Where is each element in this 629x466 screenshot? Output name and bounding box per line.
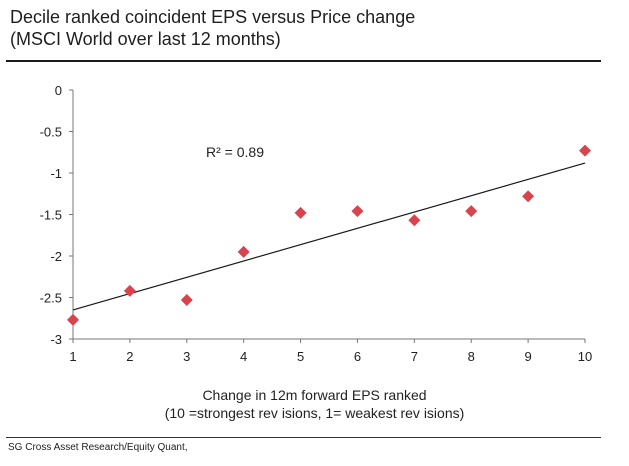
x-tick-label: 6 (354, 349, 361, 364)
data-point (180, 293, 193, 306)
data-point (465, 205, 478, 218)
data-points (67, 144, 591, 326)
x-tick-label: 10 (578, 349, 592, 364)
chart-title-line-1: Decile ranked coincident EPS versus Pric… (10, 7, 416, 27)
y-tick-label: -0.5 (40, 125, 62, 140)
x-tick-label: 9 (524, 349, 531, 364)
y-tick-label: 0 (55, 83, 62, 98)
source-note: SG Cross Asset Research/Equity Quant, (8, 442, 188, 453)
data-point (123, 284, 136, 297)
x-tick-label: 8 (468, 349, 475, 364)
x-tick-label: 7 (411, 349, 418, 364)
y-tick-label: -3 (50, 332, 62, 347)
chart-title-line-2: (MSCI World over last 12 months) (10, 29, 281, 49)
source-divider (6, 437, 601, 438)
chart-title: Decile ranked coincident EPS versus Pric… (10, 6, 415, 50)
data-point (237, 245, 250, 258)
data-point (351, 205, 364, 218)
r-squared-annotation: R² = 0.89 (206, 144, 264, 160)
y-tick-label: -1.5 (40, 208, 62, 223)
x-axis-ticks: 1 2 3 4 5 6 7 8 9 10 (69, 339, 592, 364)
y-axis-ticks: 0 -0.5 -1 -1.5 -2 -2.5 -3 (40, 83, 73, 347)
x-tick-label: 3 (183, 349, 190, 364)
x-axis-label: Change in 12m forward EPS ranked (10 =st… (0, 386, 629, 422)
y-tick-label: -1 (50, 166, 62, 181)
data-point (522, 190, 535, 203)
data-point (67, 313, 79, 326)
x-tick-label: 1 (69, 349, 76, 364)
x-axis-label-line-2: (10 =strongest rev isions, 1= weakest re… (164, 405, 465, 421)
data-point (408, 214, 421, 227)
data-point (294, 206, 307, 219)
x-tick-label: 5 (297, 349, 304, 364)
x-tick-label: 4 (240, 349, 247, 364)
y-tick-label: -2 (50, 249, 62, 264)
y-tick-label: -2.5 (40, 291, 62, 306)
x-tick-label: 2 (126, 349, 133, 364)
title-divider (6, 60, 601, 62)
data-point (579, 144, 591, 157)
x-axis-label-line-1: Change in 12m forward EPS ranked (202, 387, 427, 403)
trendline (72, 162, 586, 311)
scatter-chart: 0 -0.5 -1 -1.5 -2 -2.5 -3 1 2 3 4 5 6 7 8 9 10 R² = 0.8… (40, 83, 593, 364)
